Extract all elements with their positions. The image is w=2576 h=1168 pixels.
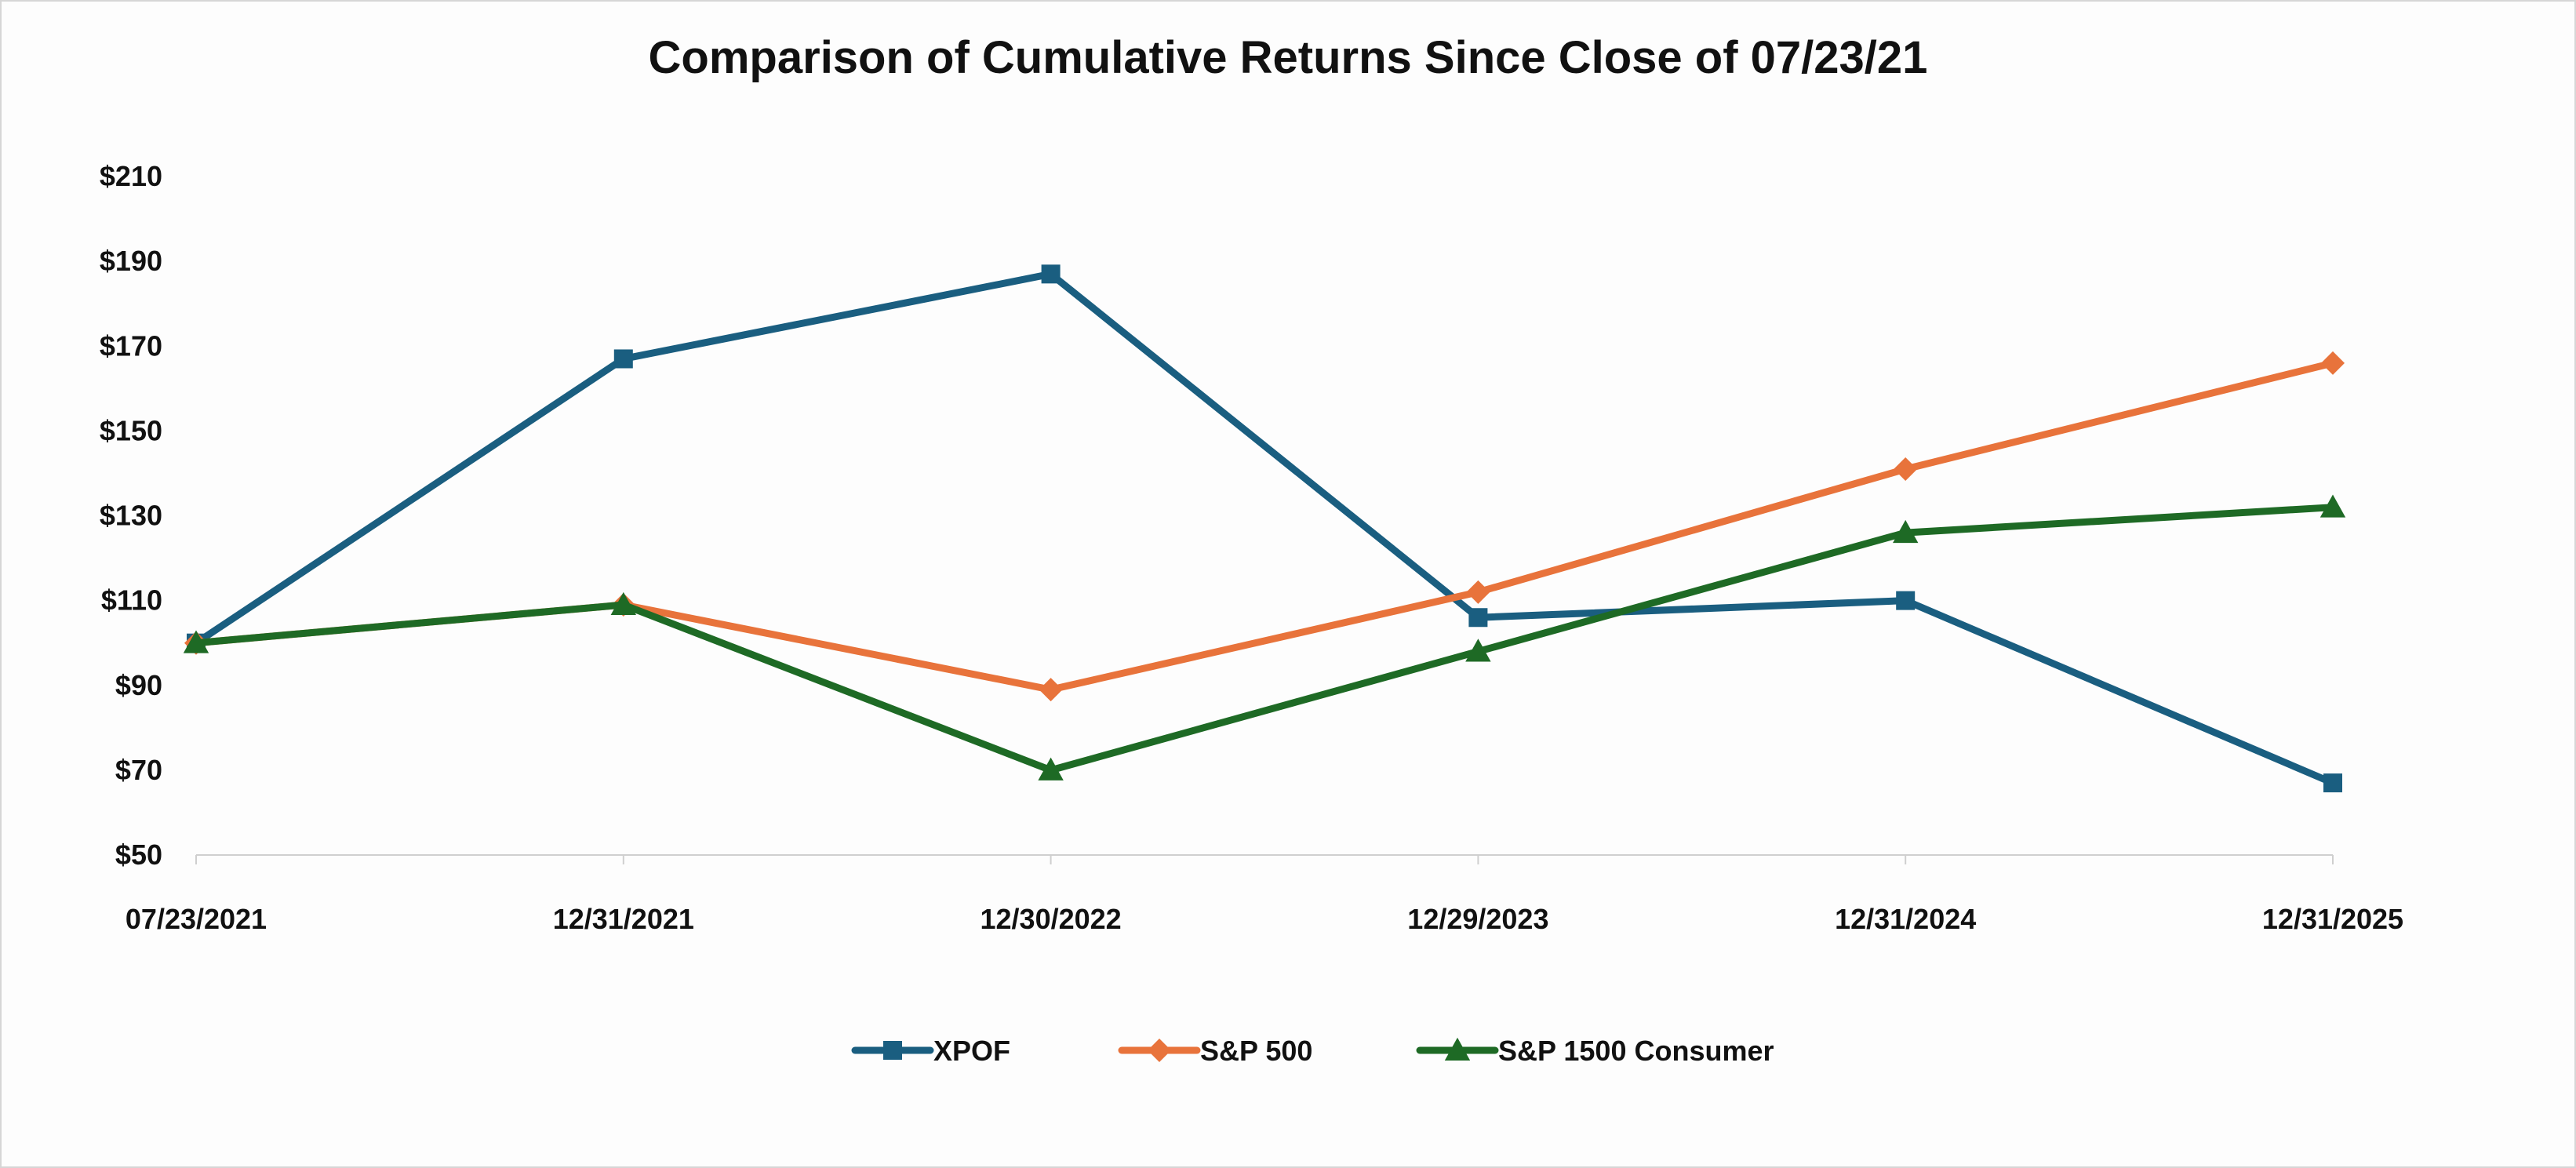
legend-label: XPOF (933, 1035, 1010, 1067)
y-tick-label: $70 (115, 754, 162, 786)
series-s-p-1500-consumer (183, 494, 2346, 780)
y-tick-label: $190 (100, 245, 162, 277)
y-tick-label: $150 (100, 414, 162, 446)
x-tick-label: 12/30/2022 (981, 903, 1122, 935)
data-point (1038, 757, 1064, 780)
legend-marker (1148, 1039, 1171, 1062)
legend-label: S&P 500 (1200, 1035, 1312, 1067)
data-point (2321, 351, 2345, 375)
data-point (1894, 457, 1918, 482)
data-point (2319, 494, 2346, 518)
data-point (613, 349, 633, 369)
legend-marker (883, 1041, 902, 1060)
series-layer (183, 264, 2346, 793)
data-point (1893, 519, 1919, 544)
legend-label: S&P 1500 Consumer (1498, 1035, 1774, 1067)
x-tick-label: 12/31/2021 (553, 903, 694, 935)
y-tick-label: $90 (115, 669, 162, 701)
x-tick-label: 12/29/2023 (1407, 903, 1548, 935)
y-tick-label: $170 (100, 329, 162, 362)
x-tick-label: 07/23/2021 (126, 903, 267, 935)
data-point (183, 630, 209, 653)
legend-item: S&P 1500 Consumer (1416, 1035, 1774, 1067)
series-line (192, 270, 2337, 787)
data-point (1468, 608, 1488, 628)
legend-marker (1444, 1037, 1471, 1061)
y-tick-label: $210 (100, 160, 162, 192)
data-point (2323, 773, 2342, 793)
data-point (1896, 591, 1916, 610)
y-tick-label: $50 (115, 839, 162, 871)
x-tick-label: 12/31/2025 (2262, 903, 2403, 935)
data-point (1039, 678, 1063, 702)
y-tick-label: $130 (100, 500, 162, 532)
series-line (192, 504, 2337, 774)
legend-item: XPOF (851, 1035, 1010, 1067)
axis-layer: $50 $70 $90 $110 $130 $150 $170 $190 $210 07/23/2… (100, 160, 2403, 935)
x-tick-label: 12/31/2024 (1835, 903, 1976, 935)
data-point (1466, 580, 1490, 604)
legend-item: S&P 500 (1118, 1035, 1312, 1067)
data-point (1465, 639, 1491, 662)
legend: XPOF S&P 500 S&P 1500 Consumer (851, 1035, 1774, 1067)
y-tick-label: $110 (101, 584, 162, 617)
data-point (610, 591, 636, 615)
data-point (1041, 264, 1061, 284)
chart-title: Comparison of Cumulative Returns Since C… (648, 32, 1928, 83)
